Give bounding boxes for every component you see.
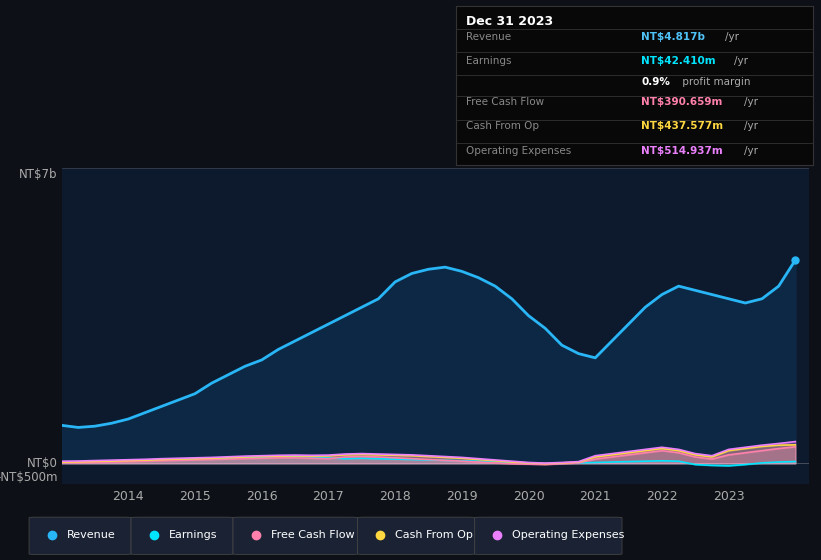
Text: Earnings: Earnings [169, 530, 218, 540]
Text: NT$7b: NT$7b [20, 168, 57, 181]
Text: Free Cash Flow: Free Cash Flow [466, 97, 544, 108]
Text: profit margin: profit margin [678, 77, 750, 87]
Text: Free Cash Flow: Free Cash Flow [271, 530, 355, 540]
Text: NT$437.577m: NT$437.577m [641, 122, 723, 131]
Text: /yr: /yr [734, 56, 748, 66]
Text: Operating Expenses: Operating Expenses [466, 146, 571, 156]
Text: NT$514.937m: NT$514.937m [641, 146, 723, 156]
Text: Revenue: Revenue [466, 32, 511, 42]
Text: Operating Expenses: Operating Expenses [512, 530, 625, 540]
FancyBboxPatch shape [475, 517, 622, 554]
Text: Cash From Op: Cash From Op [466, 122, 539, 131]
FancyBboxPatch shape [358, 517, 475, 554]
Text: /yr: /yr [744, 146, 758, 156]
Text: /yr: /yr [744, 122, 758, 131]
Text: 0.9%: 0.9% [641, 77, 670, 87]
Text: /yr: /yr [744, 97, 758, 108]
FancyBboxPatch shape [29, 517, 131, 554]
Text: Cash From Op: Cash From Op [396, 530, 473, 540]
FancyBboxPatch shape [233, 517, 358, 554]
Text: Dec 31 2023: Dec 31 2023 [466, 15, 553, 28]
Text: NT$42.410m: NT$42.410m [641, 56, 716, 66]
Text: NT$4.817b: NT$4.817b [641, 32, 705, 42]
FancyBboxPatch shape [131, 517, 233, 554]
Text: /yr: /yr [725, 32, 739, 42]
Text: NT$390.659m: NT$390.659m [641, 97, 722, 108]
Text: -NT$500m: -NT$500m [0, 472, 57, 484]
Text: NT$0: NT$0 [27, 457, 57, 470]
Text: Revenue: Revenue [67, 530, 116, 540]
Text: Earnings: Earnings [466, 56, 511, 66]
